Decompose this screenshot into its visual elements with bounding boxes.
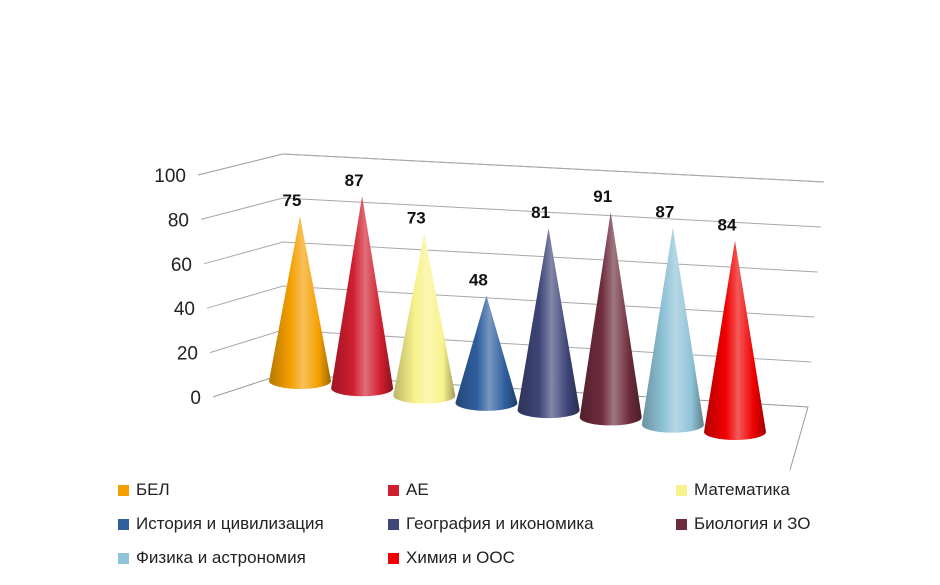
cone-mark [455,295,518,411]
legend-label: Математика [694,480,790,499]
y-tick-label: 100 [154,166,186,187]
gridline [197,153,825,183]
legend-swatch [388,484,399,496]
legend-swatch [388,552,399,564]
cone-8 [704,240,766,440]
cone-7 [641,227,704,433]
data-label: 91 [593,187,612,206]
cone-6 [579,212,642,426]
gridline [203,241,818,273]
legend-label: БЕЛ [136,480,170,499]
gridline [206,285,815,318]
y-tick-label: 60 [171,255,192,276]
cone-mark [517,228,580,419]
legend-item: БЕЛ [118,478,170,502]
legend-item: История и цивилизация [118,512,324,536]
legend-swatch [676,484,687,496]
legend-swatch [118,518,129,530]
legend-swatch [118,484,129,496]
gridline [200,197,821,228]
legend-item: Математика [676,478,790,502]
cone-mark [641,227,704,433]
legend-item: Биология и ЗО [676,512,810,536]
legend-swatch [118,552,129,564]
cone-chart: 0 20 40 60 80 100 75 87 73 48 81 91 87 84 [154,153,825,470]
legend-item: Физика и астрономия [118,546,306,570]
data-label: 75 [283,191,302,210]
legend-item: Химия и ООС [388,546,515,570]
y-axis-ticks: 0 20 40 60 80 100 [154,166,201,409]
cone-3 [393,233,456,404]
legend-item: АЕ [388,478,429,502]
data-label: 48 [469,271,488,290]
y-tick-label: 0 [190,388,201,409]
legend-label: История и цивилизация [136,514,324,533]
cone-1 [269,216,331,389]
cone-mark [331,195,394,397]
legend-label: Химия и ООС [406,548,515,567]
legend-item: География и икономика [388,512,594,536]
cone-mark [704,240,766,440]
data-labels: 75 87 73 48 81 91 87 84 [283,171,737,290]
y-tick-label: 80 [168,210,189,231]
cone-mark [269,216,331,389]
data-label: 81 [531,203,550,222]
legend-label: Физика и астрономия [136,548,306,567]
data-label: 87 [655,202,674,221]
chart-marks [269,195,766,440]
data-label: 87 [345,171,364,190]
cone-mark [393,233,456,404]
legend-swatch [388,518,399,530]
cone-4 [455,295,518,411]
legend-label: АЕ [406,480,429,499]
legend-label: География и икономика [406,514,594,533]
data-label: 84 [718,215,737,234]
legend-swatch [676,518,687,530]
cone-2 [331,195,394,397]
chart-legend: БЕЛ АЕ Математика История и цивилизация Геог… [118,478,918,578]
data-label: 73 [407,208,426,227]
y-tick-label: 40 [174,299,195,320]
back-wall-top-edge [197,153,825,183]
legend-label: Биология и ЗО [694,514,811,533]
y-tick-label: 20 [177,344,198,365]
cone-mark [579,212,642,426]
cone-5 [517,228,580,419]
